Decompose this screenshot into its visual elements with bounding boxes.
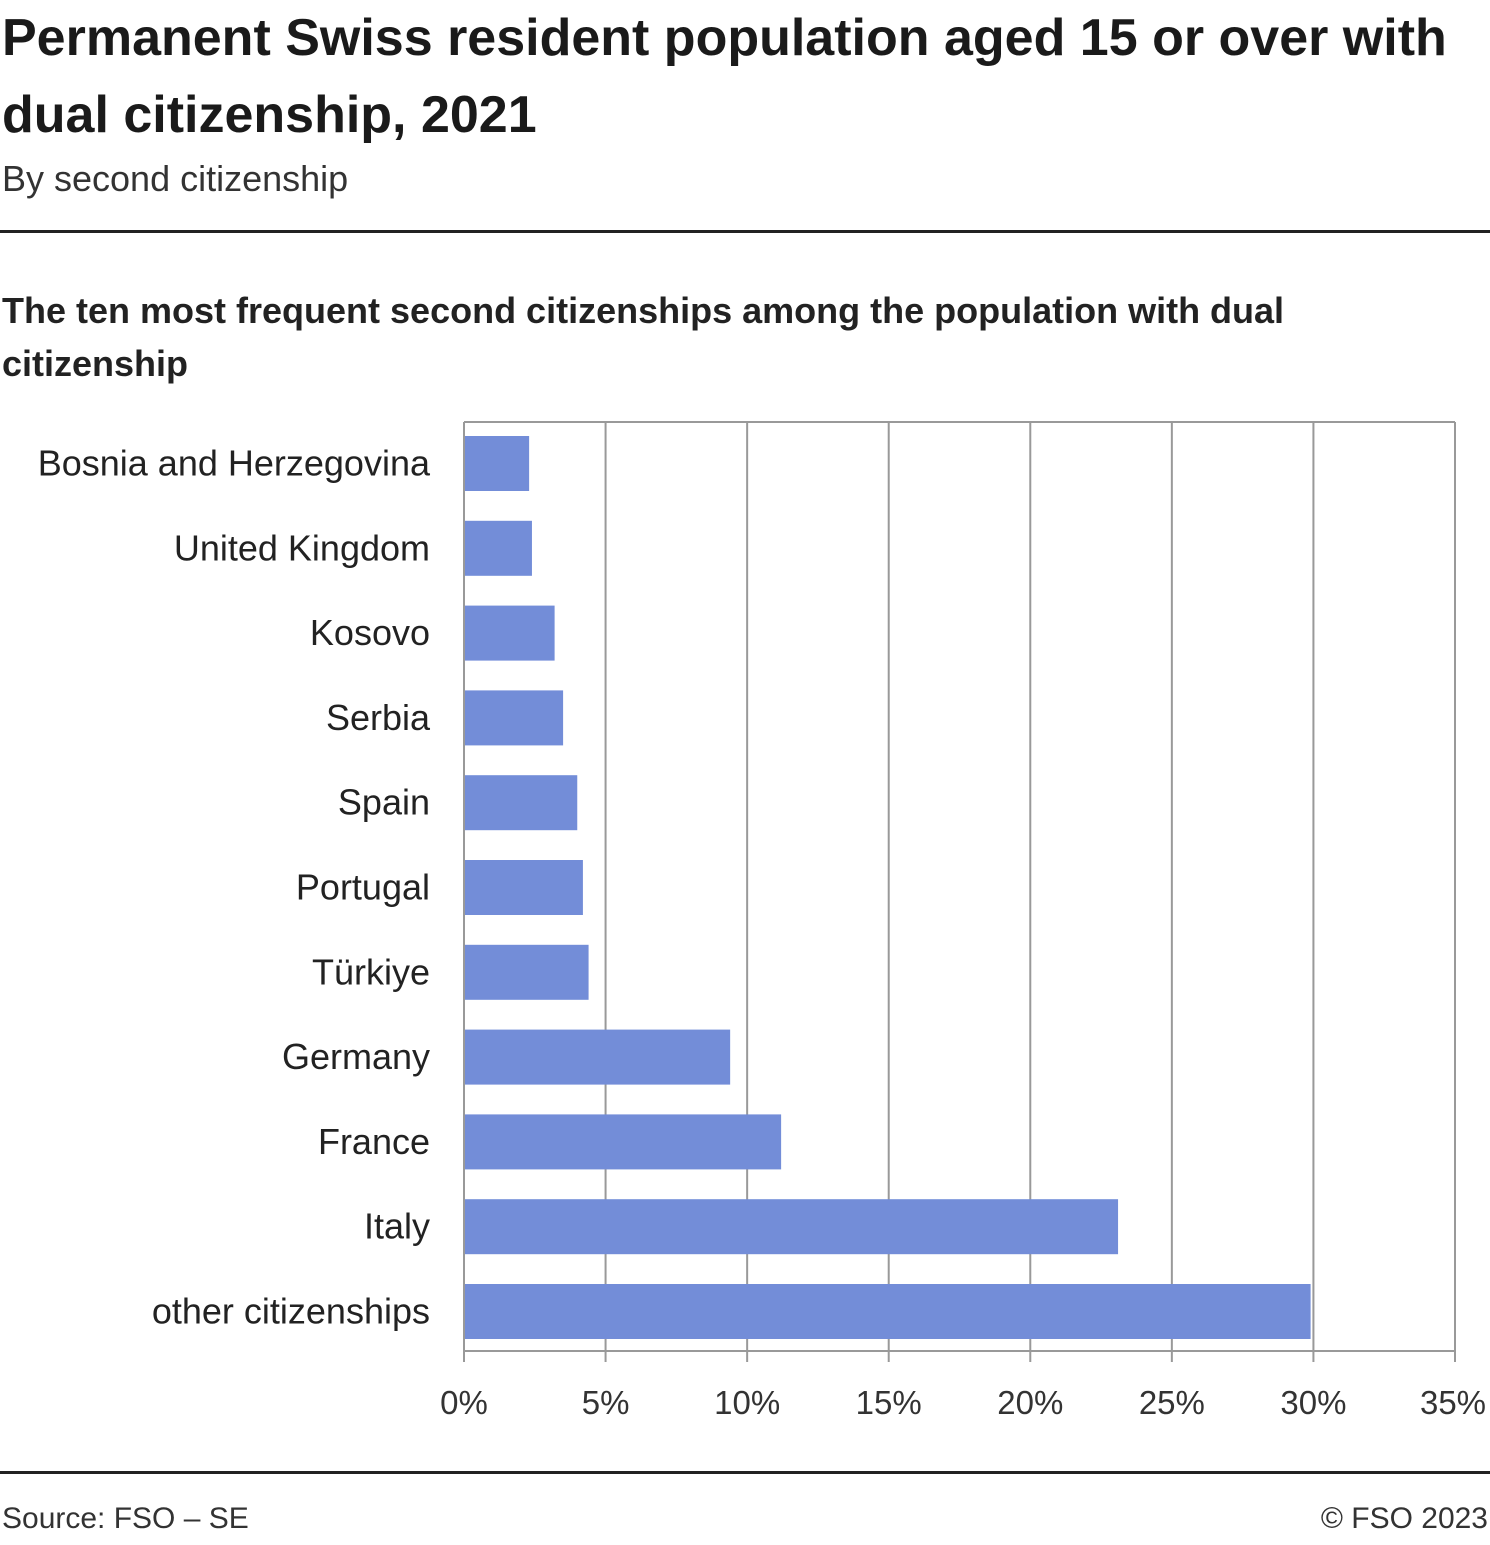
page-subtitle: By second citizenship [2,158,349,199]
copyright-note: © FSO 2023 [1320,1502,1488,1535]
chart-title: The ten most frequent second citizenship… [2,290,1285,384]
category-label: Portugal [296,867,430,908]
x-tick-label: 0% [440,1384,488,1421]
x-tick-label: 30% [1280,1384,1346,1421]
x-tick-label: 10% [714,1384,780,1421]
x-tick-label: 5% [582,1384,630,1421]
category-label: Serbia [326,697,431,738]
category-label: Italy [364,1206,430,1247]
category-label: Bosnia and Herzegovina [38,443,431,484]
bar [465,436,530,491]
source-note: Source: FSO – SE [2,1502,249,1535]
bar [465,605,555,661]
bar [465,860,583,915]
page-title: Permanent Swiss resident population aged… [2,9,1447,144]
bottom-divider [0,1471,1490,1474]
category-label: Türkiye [312,951,430,992]
bar [465,1199,1119,1255]
bar [465,690,564,746]
bar [465,775,578,831]
bar [465,1029,731,1085]
x-tick-label: 20% [997,1384,1063,1421]
top-divider [0,230,1490,233]
x-tick-labels: 0% 5% 10% 15% 20% 25% 30% 35% [440,1384,1486,1421]
x-tick-label: 35% [1420,1384,1486,1421]
bar [465,520,532,576]
bar-chart: Bosnia and Herzegovina United Kingdom Koso… [38,421,1486,1421]
category-label: United Kingdom [174,527,430,568]
category-label: Germany [282,1036,430,1077]
category-label: Kosovo [310,612,430,653]
category-label: other citizenships [152,1291,430,1332]
bar [465,1114,782,1170]
bars [465,436,1311,1339]
category-label: Spain [338,782,430,823]
grid-lines [463,421,1456,1362]
category-labels: Bosnia and Herzegovina United Kingdom Koso… [38,443,431,1332]
bar [465,944,589,1000]
bar [465,1284,1311,1339]
x-tick-label: 15% [856,1384,922,1421]
x-tick-label: 25% [1139,1384,1205,1421]
category-label: France [318,1121,430,1162]
